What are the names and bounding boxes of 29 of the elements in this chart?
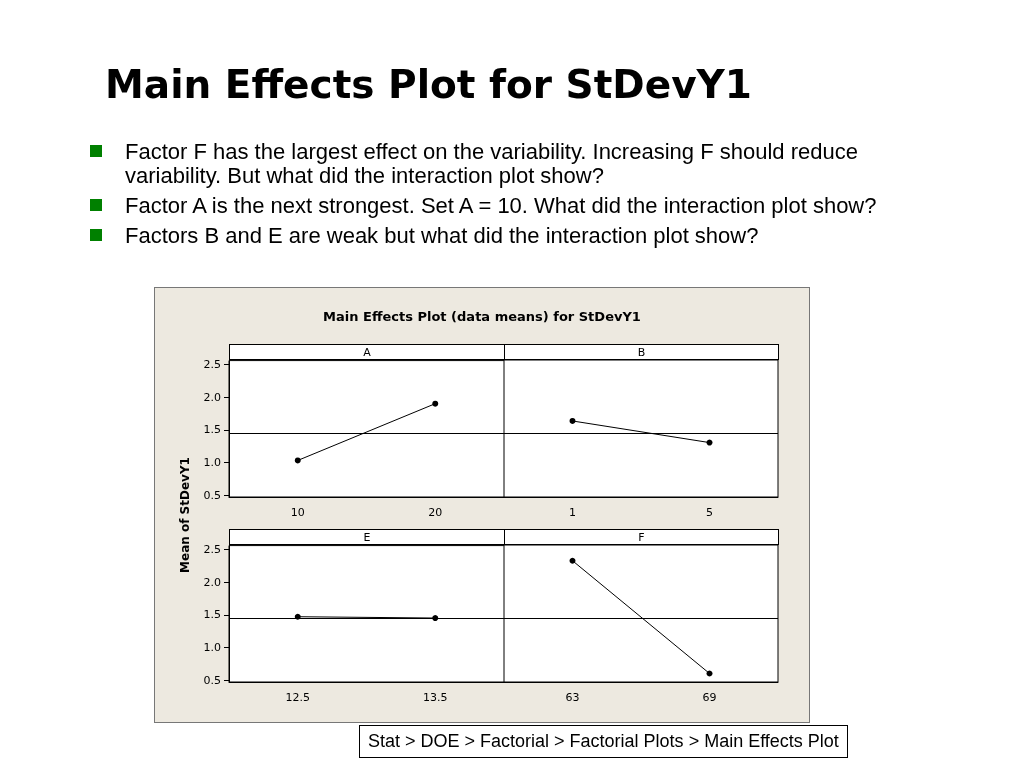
text: Factor A is the next strongest. Set A = 10. What did the interaction plot show? bbox=[124, 193, 878, 218]
chart-title: A bbox=[229, 344, 505, 360]
y-axis-title: Mean of StDevY1 bbox=[178, 457, 192, 573]
x-tick-label: 12.5 bbox=[285, 691, 310, 704]
y-tick-label: 1.0 bbox=[203, 455, 221, 469]
chart-title: B bbox=[504, 344, 779, 360]
x-tick-label: 5 bbox=[706, 506, 713, 519]
y-tick-label: 2.5 bbox=[203, 358, 221, 371]
y-tick-label: 2.0 bbox=[203, 390, 221, 404]
chart-title: E bbox=[229, 529, 505, 545]
y-tick-label: 0.5 bbox=[203, 673, 221, 687]
chart-title: F bbox=[504, 529, 779, 545]
y-tick-label: 2.0 bbox=[203, 575, 221, 589]
x-tick-label: 63 bbox=[565, 691, 580, 704]
x-tick-label: 20 bbox=[428, 506, 443, 519]
text: Factors B and E are weak but what did the interaction plot show? bbox=[124, 223, 760, 248]
x-tick-label: 69 bbox=[702, 691, 717, 704]
y-tick-label: 1.5 bbox=[203, 423, 221, 437]
x-tick-label: 1 bbox=[569, 506, 576, 519]
chart-subtitle: Main Effects Plot (data means) for StDevY1 bbox=[322, 309, 642, 324]
text: Stat > DOE > Factorial > Factorial Plots > Main Effects Plot bbox=[359, 725, 848, 758]
y-tick-label: 1.0 bbox=[203, 640, 221, 654]
y-tick-label: 0.5 bbox=[203, 488, 221, 502]
x-tick-label: 13.5 bbox=[423, 691, 448, 704]
text: Main Effects Plot for StDevY1 bbox=[105, 62, 752, 107]
y-tick-label: 1.5 bbox=[203, 608, 221, 622]
text: Factor F has the largest effect on the variability. Increasing F should reduce variability. But what did the interaction plot show? bbox=[124, 139, 859, 188]
y-tick-label: 2.5 bbox=[203, 543, 221, 556]
x-tick-label: 10 bbox=[290, 506, 305, 519]
